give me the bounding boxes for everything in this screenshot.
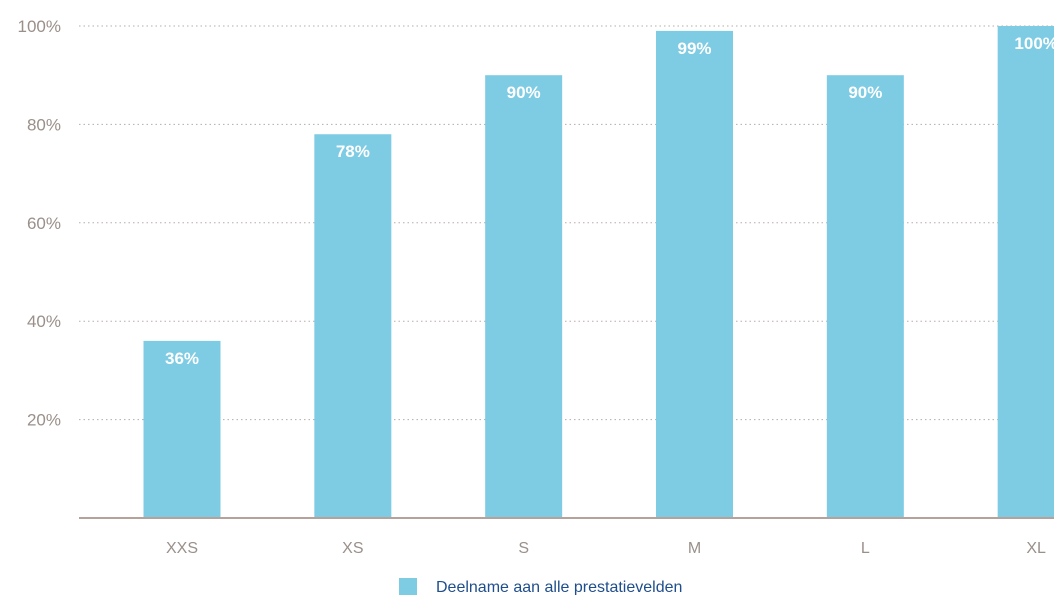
x-axis-labels: XXS XS S M L XL (166, 540, 1046, 557)
grid-layer (79, 25, 1054, 421)
bar-value-label: 100% (1014, 34, 1054, 53)
x-tick-label: L (861, 540, 870, 557)
y-tick-label: 40% (27, 312, 61, 331)
x-tick-label: XXS (166, 540, 198, 557)
bar-value-label: 78% (336, 142, 370, 161)
x-tick-label: M (688, 540, 701, 557)
bars: 36% 78% 90% 99% 90% 100% (143, 26, 1054, 519)
y-tick-label: 60% (27, 214, 61, 233)
bar (997, 26, 1054, 518)
y-axis-ticks: 20% 40% 60% 80% 100% (18, 17, 61, 430)
bar-value-label: 90% (848, 83, 882, 102)
x-tick-label: XL (1026, 540, 1046, 557)
legend-label: Deelname aan alle prestatievelden (436, 579, 682, 595)
x-tick-label: XS (342, 540, 363, 557)
bar (485, 75, 563, 518)
bar-value-label: 90% (507, 83, 541, 102)
legend-swatch (399, 578, 417, 595)
y-tick-label: 100% (18, 17, 61, 36)
bar-value-label: 99% (677, 39, 711, 58)
bar (143, 340, 221, 518)
y-tick-label: 80% (27, 115, 61, 134)
bar (656, 30, 733, 518)
y-tick-label: 20% (27, 411, 61, 430)
bar (314, 134, 392, 519)
legend: Deelname aan alle prestatievelden (399, 578, 682, 595)
x-tick-label: S (518, 540, 529, 557)
bar (826, 75, 904, 518)
bar-value-label: 36% (165, 349, 199, 368)
